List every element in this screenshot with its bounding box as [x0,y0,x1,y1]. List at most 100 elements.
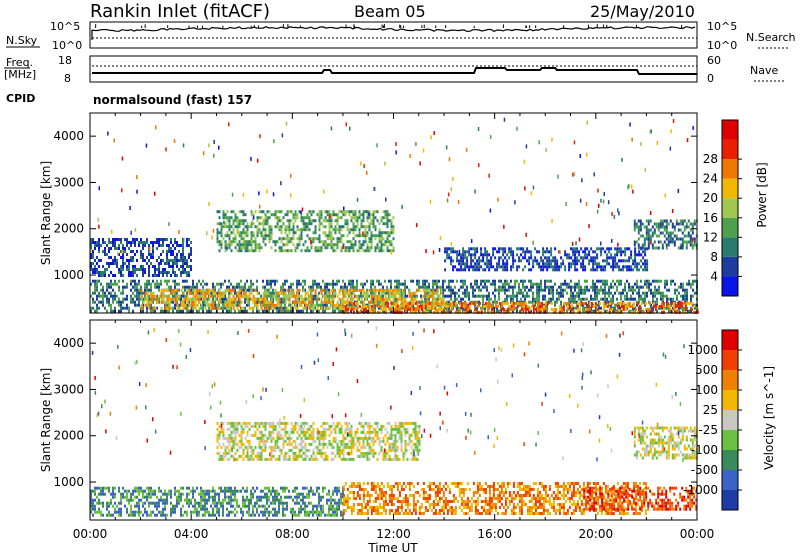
echo-cell [637,237,640,241]
echo-cell [290,285,292,289]
echo-cell [326,282,328,286]
echo-cell [386,234,389,238]
echo-cell [450,279,452,283]
echo-cell [572,306,574,310]
echo-cell [454,291,456,295]
echo-cell [448,306,450,310]
echo-cell [640,309,642,313]
echo-cell [118,247,120,250]
echo-cell [420,297,423,301]
echo-cell [643,225,646,229]
echo-cell [296,288,299,292]
echo-cell [292,291,295,295]
echo-cell [660,297,662,301]
echo-cell [244,297,246,301]
echo-cell [142,300,145,304]
echo-cell [614,291,616,295]
echo-cell [398,279,400,283]
echo-cell [106,513,108,517]
echo-cell [318,240,321,244]
echo-cell [518,256,521,260]
echo-cell [516,247,519,251]
echo-cell [660,294,662,298]
echo-cell [384,297,387,301]
echo-cell [132,259,134,262]
echo-cell [258,297,261,301]
echo-cell [637,246,640,250]
echo-cell [366,246,369,250]
echo-cell [426,279,428,283]
echo-cell [472,265,475,269]
echo-cell [110,282,112,286]
echo-cell [472,253,475,257]
echo-cell [394,304,397,308]
echo-cell [114,507,116,511]
echo-cell [110,271,112,274]
echo-cell [174,288,177,292]
echo-cell [382,303,385,307]
echo-cell [630,268,633,272]
echo-cell [184,268,186,271]
echo-cell [106,262,108,265]
echo-cell [378,310,381,314]
echo-cell [370,307,373,311]
echo-cell [328,297,330,301]
echo-cell [164,288,167,292]
echo-cell [496,309,498,313]
echo-cell [661,231,664,235]
echo-cell [254,210,257,214]
echo-cell [588,262,591,266]
echo-cell [415,223,418,228]
echo-cell [470,282,472,286]
echo-cell [642,256,645,260]
echo-cell [584,285,586,289]
echo-cell [684,301,687,305]
echo-cell [586,304,589,308]
echo-cell [432,304,435,308]
echo-cell [614,306,616,310]
echo-cell [250,222,253,226]
echo-cell [612,300,614,304]
echo-cell [544,288,546,292]
echo-cell [639,234,642,238]
echo-cell [214,297,217,301]
cpid-label: CPID [6,92,35,105]
echo-cell [164,306,167,310]
echo-cell [646,268,649,272]
echo-cell [632,291,634,295]
echo-cell [602,247,605,251]
echo-cell [244,306,246,310]
echo-cell [216,297,218,301]
echo-cell [502,259,505,263]
echo-cell [164,271,166,274]
echo-cell [340,240,343,244]
echo-cell [592,285,594,289]
echo-cell [338,288,341,292]
echo-cell [392,237,395,241]
echo-cell [586,120,589,125]
echo-cell [604,294,606,298]
echo-cell [468,294,470,298]
echo-cell [638,288,640,292]
echo-cell [476,247,479,251]
echo-cell [424,285,426,289]
echo-cell [574,262,577,266]
echo-cell [593,172,595,177]
echo-cell [254,246,257,250]
echo-cell [514,200,516,205]
echo-cell [366,249,369,253]
echo-cell [538,297,540,301]
echo-cell [690,309,692,313]
echo-cell [618,306,620,310]
noise-right-tick-top: 10^5 [707,20,737,33]
echo-cell [506,294,508,298]
echo-cell [464,288,466,292]
echo-cell [584,297,586,301]
echo-cell [170,300,172,304]
echo-cell [136,504,138,508]
echo-cell [562,294,564,298]
echo-cell [482,300,484,304]
echo-cell [448,247,451,251]
echo-cell [395,150,397,155]
echo-cell [590,259,593,263]
